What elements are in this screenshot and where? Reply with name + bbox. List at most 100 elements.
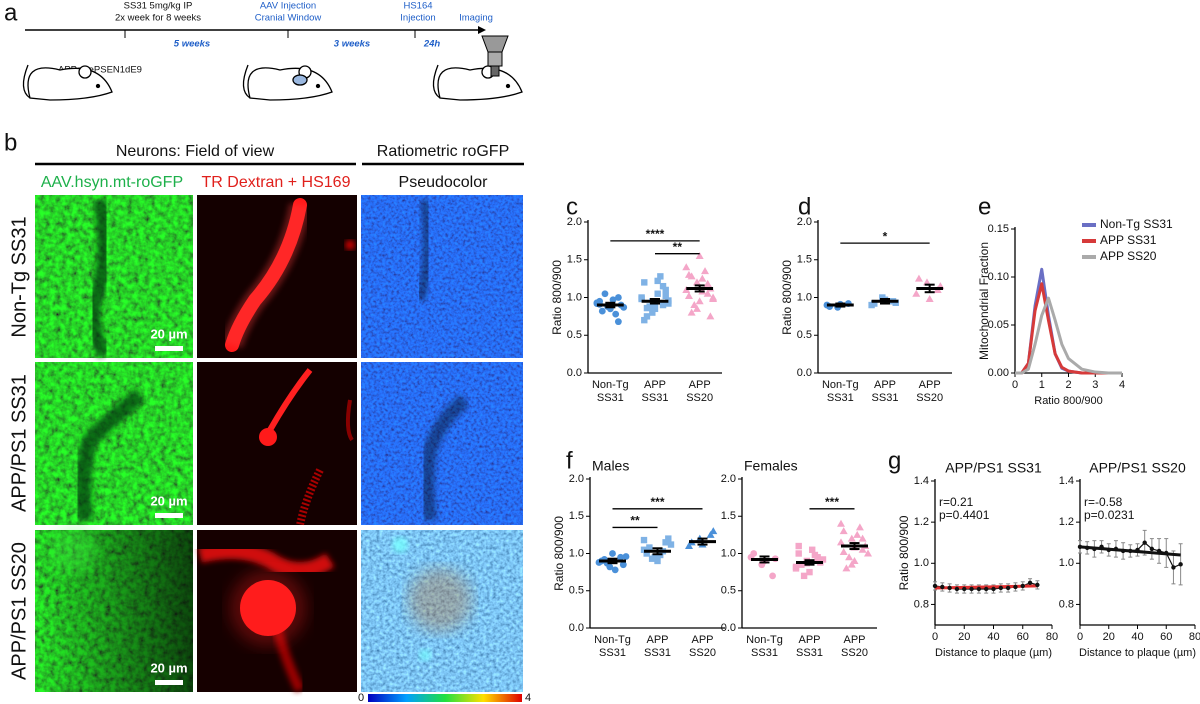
panel-label: d	[798, 193, 811, 220]
legend-label: APP SS20	[1100, 249, 1157, 263]
x-tick-label: 40	[1131, 631, 1143, 643]
data-point	[1092, 546, 1097, 552]
data-point	[940, 584, 945, 590]
x-tick-label-line: Non-Tg	[594, 634, 631, 646]
scale-bar: 20 µm	[150, 326, 188, 351]
data-point	[695, 251, 704, 259]
x-tick-label-line: APP	[919, 379, 941, 391]
data-point	[1149, 546, 1155, 552]
scale-bar-label: 20 µm	[150, 326, 187, 341]
x-tick-label-line: SS31	[872, 392, 899, 404]
x-tick-label: 0	[1012, 379, 1018, 391]
data-point	[769, 572, 776, 580]
data-point	[871, 300, 878, 307]
data-point	[659, 301, 667, 309]
data-point	[611, 566, 619, 574]
timeline-interval: 24h	[423, 39, 441, 50]
data-point	[609, 296, 617, 304]
y-tick-label: 1.0	[567, 291, 582, 303]
legend-label: Non-Tg SS31	[1100, 217, 1173, 231]
data-point	[643, 550, 650, 557]
data-point	[962, 586, 967, 592]
y-tick-label: 1.2	[914, 516, 929, 528]
x-tick-label-line: APP	[691, 634, 713, 646]
image-pseudocolor	[361, 195, 523, 358]
data-point	[649, 309, 656, 316]
data-point	[703, 279, 712, 287]
data-point	[795, 550, 802, 557]
chart-title: Males	[592, 458, 629, 474]
data-point	[1005, 585, 1011, 591]
data-point	[925, 295, 934, 303]
panel-label: g	[888, 447, 901, 474]
data-point	[1128, 548, 1133, 554]
row-label: Non-Tg SS31	[8, 216, 30, 337]
legend-label: APP SS31	[1100, 233, 1157, 247]
scale-bar-label: 20 µm	[150, 660, 187, 675]
x-tick-label-line: APP	[874, 379, 896, 391]
data-point	[845, 553, 854, 561]
data-point	[814, 555, 821, 562]
x-tick-label-line: SS20	[841, 647, 868, 659]
data-point	[809, 546, 816, 553]
x-tick-label-line: SS20	[916, 392, 943, 404]
data-point	[684, 291, 693, 299]
significance-label: ****	[646, 227, 665, 241]
data-point	[983, 586, 989, 592]
y-axis-label: Ratio 800/900	[780, 260, 794, 335]
timeline-event: Cranial Window	[255, 13, 322, 24]
data-point	[706, 312, 715, 320]
y-tick-label: 0.00	[988, 367, 1009, 379]
data-point	[819, 556, 827, 563]
x-tick-label-line: APP	[798, 634, 820, 646]
annotation: p=0.4401	[939, 508, 990, 522]
microscope-icon	[481, 35, 509, 77]
data-point	[1171, 565, 1176, 570]
data-point	[709, 295, 718, 303]
data-point	[1084, 545, 1090, 551]
data-point	[811, 551, 819, 559]
data-point	[922, 278, 931, 286]
data-point	[1178, 562, 1183, 567]
x-tick-label: APP SS31	[872, 379, 899, 404]
strain-label: APPswePSEN1dE9	[58, 65, 142, 76]
y-tick-label: 0.5	[569, 585, 584, 597]
x-tick-label: APP SS20	[841, 634, 868, 659]
data-point	[654, 290, 661, 297]
x-tick-label: Non-Tg SS31	[822, 379, 859, 404]
significance-label: ***	[825, 495, 839, 509]
data-point	[858, 534, 867, 542]
data-point	[798, 561, 805, 568]
x-tick-label: 0	[932, 631, 938, 643]
image-pseudocolor	[361, 530, 523, 692]
x-tick-label-line: SS31	[827, 392, 854, 404]
x-tick-label-line: SS31	[751, 647, 778, 659]
scale-bar-label: 20 µm	[150, 493, 187, 508]
data-point	[698, 274, 707, 282]
data-point	[1020, 583, 1025, 589]
panel-label: b	[4, 129, 17, 156]
y-tick-label: 1.5	[797, 254, 812, 266]
timeline-event: 2x week for 8 weeks	[115, 13, 201, 24]
timeline-event: Injection	[400, 13, 435, 24]
timeline-arrow	[478, 26, 486, 34]
x-tick-label: Non-Tg SS31	[592, 379, 629, 404]
x-tick-label: 2	[1065, 379, 1071, 391]
annotation: p=0.0231	[1084, 508, 1135, 522]
scale-bar: 20 µm	[150, 493, 188, 518]
data-point	[806, 568, 813, 576]
data-point	[1013, 584, 1018, 590]
data-point	[1156, 548, 1162, 554]
annotation: r=-0.58	[1084, 495, 1123, 509]
data-point	[1142, 540, 1147, 545]
significance-label: **	[630, 514, 640, 528]
data-point	[842, 564, 851, 572]
channel-label: Pseudocolor	[399, 174, 489, 191]
data-point	[614, 294, 622, 301]
timeline-event: AAV Injection	[260, 1, 316, 12]
data-point	[709, 527, 718, 535]
y-tick-label: 1.4	[1059, 475, 1074, 487]
y-tick-label: 0.0	[569, 622, 584, 634]
y-tick-label: 1.0	[1059, 557, 1074, 569]
x-tick-label-line: SS20	[686, 392, 713, 404]
